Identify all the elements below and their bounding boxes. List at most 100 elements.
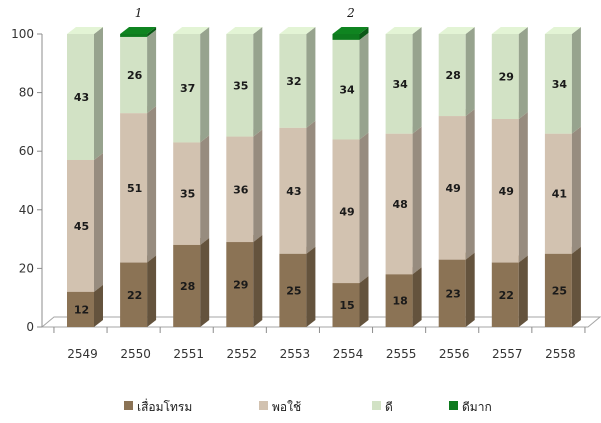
bar-2555-series-3 <box>385 27 422 134</box>
bar-2553-series-1 <box>279 246 316 327</box>
bar-2554-series-4 <box>332 27 369 40</box>
bar-front-2553-series-3 <box>279 34 307 128</box>
data-label-2551-series-3: 37 <box>180 82 195 95</box>
legend-item-series-4: ดีมาก <box>449 400 492 414</box>
x-tick-label-2551: 2551 <box>173 347 204 361</box>
y-tick-label: 100 <box>11 27 34 41</box>
bar-2552-series-3 <box>226 27 263 137</box>
bar-side-2556-series-3 <box>465 27 475 117</box>
bar-side-2558-series-2 <box>571 126 581 254</box>
bar-2551-series-2 <box>173 135 210 245</box>
bar-2550-series-4 <box>120 27 157 37</box>
data-label-2558-series-1: 25 <box>552 284 567 297</box>
bar-front-2552-series-1 <box>226 242 254 327</box>
legend-label-series-2: พอใช้ <box>272 400 301 414</box>
data-label-2550-series-2: 51 <box>127 182 142 195</box>
y-tick-label: 80 <box>19 86 34 100</box>
bar-front-2552-series-2 <box>226 136 254 243</box>
bar-top-2555-series-3 <box>385 27 422 34</box>
bar-side-2552-series-2 <box>253 129 263 243</box>
bar-top-2552-series-3 <box>226 27 263 34</box>
bar-front-2558-series-3 <box>544 34 572 134</box>
bar-side-2551-series-3 <box>200 27 210 143</box>
bar-front-2554-series-4 <box>332 34 360 40</box>
bar-side-2557-series-3 <box>518 27 528 119</box>
bar-side-2550-series-2 <box>147 106 157 263</box>
bar-top-2553-series-3 <box>279 27 316 34</box>
data-label-2551-series-1: 28 <box>180 280 195 293</box>
data-label-2554-series-3: 34 <box>339 84 355 97</box>
bar-side-2550-series-3 <box>147 29 157 114</box>
data-labels: 1245432251262835372936352543321549341848… <box>74 6 568 316</box>
bar-2551-series-3 <box>173 27 210 143</box>
data-label-2552-series-1: 29 <box>233 279 248 292</box>
bar-2554-series-2 <box>332 132 369 284</box>
bar-front-2551-series-2 <box>173 142 201 245</box>
bar-front-2550-series-4 <box>120 34 148 37</box>
data-label-2554-series-2: 49 <box>339 205 354 218</box>
data-label-2558-series-3: 34 <box>552 78 568 91</box>
bar-top-2556-series-3 <box>438 27 475 34</box>
bar-side-2550-series-4 <box>147 27 157 37</box>
data-label-2553-series-3: 32 <box>286 75 301 88</box>
bar-front-2554-series-2 <box>332 139 360 284</box>
bar-side-2549-series-3 <box>94 27 103 160</box>
bar-2557-series-3 <box>491 27 528 119</box>
bar-front-2555-series-1 <box>385 274 413 327</box>
annotation-2554: 2 <box>346 6 355 20</box>
bar-top-2550-series-4 <box>120 27 157 34</box>
data-label-2549-series-2: 45 <box>74 220 89 233</box>
bar-side-2549-series-1 <box>94 284 103 327</box>
bar-2553-series-2 <box>279 120 316 254</box>
bar-side-2555-series-3 <box>412 27 422 134</box>
legend-swatch-series-2 <box>259 401 268 410</box>
data-label-2549-series-3: 43 <box>74 91 89 104</box>
bar-side-2557-series-1 <box>518 255 528 327</box>
bar-side-2553-series-2 <box>306 120 316 254</box>
legend-swatch-series-4 <box>449 401 458 410</box>
bar-2558-series-3 <box>544 27 581 134</box>
data-label-2557-series-3: 29 <box>499 70 514 83</box>
y-tick-label: 40 <box>19 203 34 217</box>
legend-label-series-4: ดีมาก <box>462 400 492 414</box>
bar-front-2558-series-2 <box>544 133 572 254</box>
bar-side-2553-series-3 <box>306 27 316 128</box>
data-label-2552-series-2: 36 <box>233 183 249 196</box>
data-label-2552-series-3: 35 <box>233 79 248 92</box>
legend-item-series-1: เสื่อมโทรม <box>124 398 192 414</box>
bar-2557-series-1 <box>491 255 528 327</box>
bar-side-2554-series-1 <box>359 276 369 327</box>
bar-front-2555-series-2 <box>385 133 413 275</box>
x-tick-label-2556: 2556 <box>439 347 470 361</box>
bar-top-2557-series-3 <box>491 27 528 34</box>
bar-front-2556-series-3 <box>438 34 466 117</box>
bar-top-2551-series-3 <box>173 27 210 34</box>
bar-2553-series-3 <box>279 27 316 128</box>
bar-front-2557-series-3 <box>491 34 519 119</box>
bar-side-2552-series-1 <box>253 235 263 327</box>
bar-top-2549-series-3 <box>67 27 103 34</box>
data-label-2553-series-1: 25 <box>286 284 301 297</box>
bar-front-2550-series-3 <box>120 36 148 114</box>
bar-side-2558-series-1 <box>571 246 581 327</box>
x-tick-label-2557: 2557 <box>492 347 523 361</box>
legend-label-series-1: เสื่อมโทรม <box>137 398 192 414</box>
data-label-2556-series-2: 49 <box>446 182 461 195</box>
bar-front-2550-series-2 <box>120 113 148 263</box>
data-label-2558-series-2: 41 <box>552 188 567 201</box>
bar-front-2550-series-1 <box>120 262 148 327</box>
y-tick-label: 60 <box>19 144 34 158</box>
legend-item-series-2: พอใช้ <box>259 400 301 414</box>
data-label-2556-series-3: 28 <box>446 69 461 82</box>
bar-front-2552-series-3 <box>226 34 254 137</box>
bar-side-2558-series-3 <box>571 27 581 134</box>
bar-side-2554-series-4 <box>359 27 369 40</box>
bar-top-2554-series-4 <box>332 27 369 34</box>
x-tick-label-2553: 2553 <box>280 347 311 361</box>
bar-side-2556-series-1 <box>465 252 475 327</box>
data-label-2551-series-2: 35 <box>180 188 195 201</box>
bar-side-2549-series-2 <box>94 152 103 292</box>
y-tick-label: 0 <box>26 320 34 334</box>
